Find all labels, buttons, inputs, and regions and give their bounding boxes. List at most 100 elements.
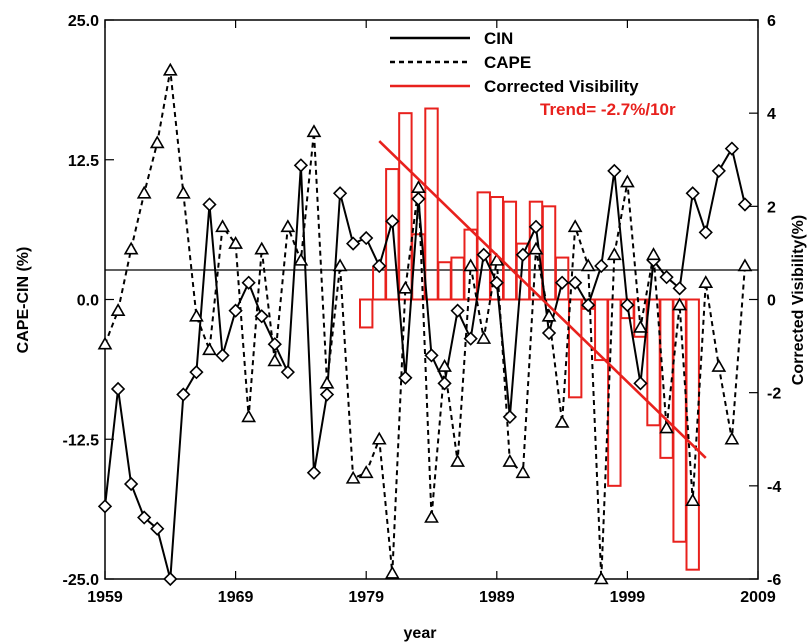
x-tick-label: 1999 (610, 589, 646, 606)
visibility-bar (541, 205, 557, 301)
visibility-bar (424, 107, 439, 301)
y-right-tick-label: -4 (767, 479, 781, 496)
y-left-tick-label: 12.5 (68, 153, 99, 170)
cin-marker (424, 348, 439, 363)
cin-marker (541, 325, 557, 341)
cape-marker (685, 493, 701, 507)
cape-marker (424, 509, 439, 523)
cin-marker (568, 275, 583, 290)
cape-marker (463, 258, 479, 272)
y-left-tick-label: 25.0 (68, 13, 99, 30)
cin-marker (359, 230, 374, 246)
cape-marker (567, 219, 583, 233)
cin-marker (97, 499, 113, 514)
cin-marker (685, 186, 700, 201)
series-lines (104, 70, 746, 580)
visibility-bar (554, 256, 570, 301)
cape-marker (633, 319, 648, 333)
y-axis-left: 25.0 12.5 0.0 -12.5 -25.0 (63, 13, 114, 589)
cin-marker (110, 381, 126, 397)
x-tick-label: 1979 (348, 589, 384, 606)
cin-marker (398, 370, 413, 385)
cin-marker (607, 163, 622, 179)
visibility-bar (359, 298, 374, 329)
cin-marker (724, 141, 740, 156)
y-axis-right: 6 4 2 0 -2 -4 -6 (749, 13, 781, 589)
cape-marker (162, 62, 178, 76)
x-tick-label: 1959 (87, 589, 123, 606)
y-right-tick-label: 0 (767, 293, 776, 310)
cin-marker (437, 376, 452, 391)
cin-marker (659, 270, 674, 285)
x-tick-label: 1969 (218, 589, 254, 606)
cape-marker (554, 414, 570, 428)
cape-marker (411, 180, 426, 193)
cin-marker (202, 197, 217, 212)
cin-marker (123, 476, 139, 492)
legend: CIN CAPE Corrected Visibility Trend= -2.… (390, 29, 676, 119)
cape-marker (711, 358, 727, 372)
cape-marker (319, 375, 335, 389)
y-right-tick-label: 4 (767, 106, 776, 123)
trend-line (378, 140, 707, 459)
cin-marker (332, 186, 348, 201)
legend-visibility-label: Corrected Visibility (484, 77, 639, 96)
cin-marker (411, 191, 426, 207)
cin-marker (319, 387, 335, 402)
cin-marker (463, 331, 478, 346)
cape-marker (593, 571, 609, 585)
cape-marker (358, 465, 374, 479)
y-left-tick-label: -12.5 (63, 432, 100, 449)
legend-cape-label: CAPE (484, 53, 531, 72)
cin-marker (254, 309, 269, 324)
cape-marker (672, 297, 688, 311)
cin-marker (711, 163, 726, 179)
cin-marker (241, 275, 256, 290)
trend-layer (378, 140, 707, 459)
cin-marker (489, 275, 504, 290)
visibility-bar (450, 256, 465, 301)
cape-marker (646, 247, 661, 261)
cape-marker (136, 185, 152, 199)
cin-marker (737, 197, 753, 212)
cin-marker (267, 337, 282, 352)
cape-marker (541, 308, 557, 322)
visibility-bars (359, 107, 700, 571)
cape-marker (332, 258, 348, 272)
cin-marker (698, 225, 713, 240)
cape-marker (189, 308, 204, 322)
cape-marker (228, 235, 243, 249)
cin-marker (215, 348, 230, 363)
y-axis-left-title: CAPE-CIN (%) (15, 247, 32, 354)
cape-marker (306, 124, 322, 138)
cin-marker (515, 247, 531, 262)
cin-marker (150, 521, 165, 536)
cin-marker (385, 214, 400, 229)
cin-marker (450, 303, 465, 318)
y-right-tick-label: -2 (767, 386, 781, 403)
cin-marker (502, 409, 517, 425)
cin-marker (228, 303, 243, 318)
cape-marker (371, 431, 387, 445)
y-right-tick-label: 6 (767, 13, 776, 30)
series-markers (97, 62, 753, 587)
cin-marker (554, 275, 570, 290)
cape-marker (149, 135, 165, 149)
visibility-bar (567, 298, 583, 399)
cape-marker (502, 453, 518, 467)
cape-marker (215, 219, 230, 233)
y-left-tick-label: 0.0 (77, 293, 99, 310)
y-left-tick-label: -25.0 (63, 572, 100, 589)
cape-marker (110, 303, 126, 316)
cin-line (104, 145, 746, 580)
cape-line (104, 70, 746, 580)
cape-marker (450, 453, 465, 467)
cin-marker (163, 571, 178, 587)
cape-marker (437, 358, 452, 372)
cape-marker (267, 353, 283, 367)
visibility-bar (398, 112, 413, 301)
cin-marker (594, 258, 609, 274)
cape-marker (175, 185, 191, 199)
cin-marker (620, 297, 635, 313)
x-tick-label: 1989 (479, 589, 515, 606)
